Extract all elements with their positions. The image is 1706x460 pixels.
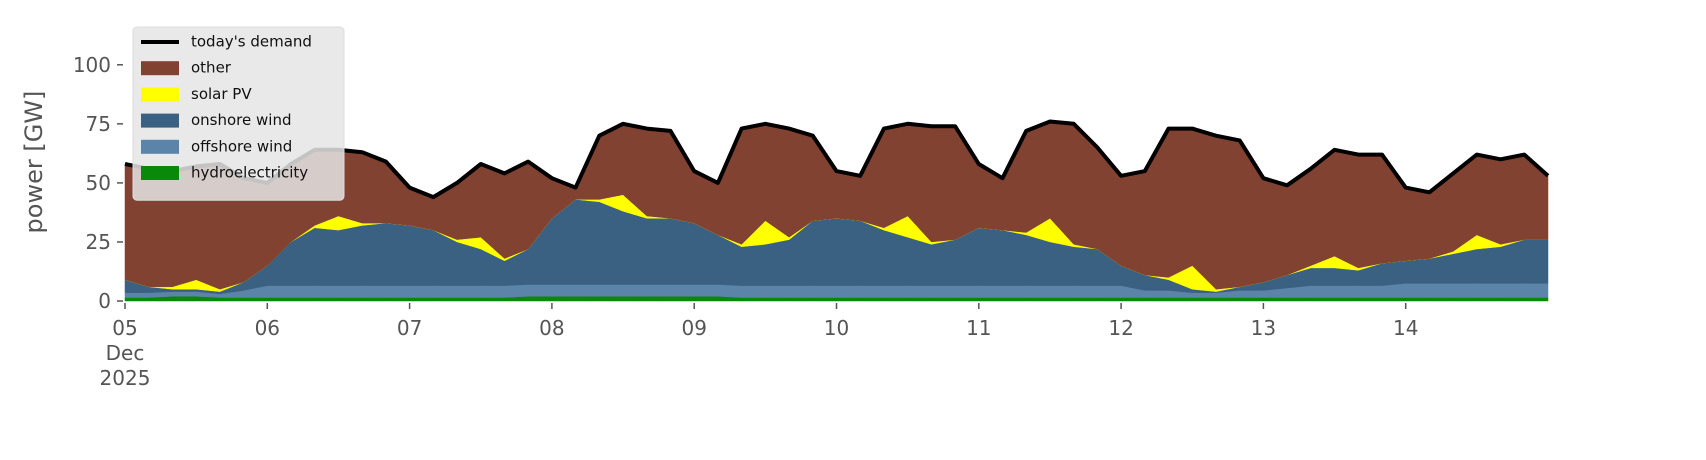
x-tick-label: 05 Dec 2025 <box>100 316 151 390</box>
legend-patch <box>141 139 179 154</box>
legend-label: hydroelectricity <box>191 164 308 182</box>
x-tick-label: 10 <box>824 316 849 340</box>
y-tick-label: 75 <box>86 112 111 136</box>
legend: today's demand other solar PV onshore wind o… <box>132 26 345 201</box>
legend-label: solar PV <box>191 85 252 103</box>
x-tick-label: 13 <box>1251 316 1276 340</box>
x-tick-label: 06 <box>255 316 280 340</box>
legend-label: offshore wind <box>191 137 292 155</box>
y-tick-label: 50 <box>86 171 111 195</box>
y-tick-label: 25 <box>86 230 111 254</box>
legend-label: today's demand <box>191 33 312 51</box>
legend-label: onshore wind <box>191 111 291 129</box>
y-tick-label: 0 <box>98 289 111 313</box>
legend-patch <box>141 166 179 180</box>
y-tick-label: 100 <box>73 53 111 77</box>
x-tick-label: 11 <box>966 316 991 340</box>
y-axis-label: power [GW] <box>20 91 48 234</box>
x-tick-label: 07 <box>397 316 422 340</box>
demand-line <box>124 119 1550 200</box>
legend-patch <box>141 87 179 102</box>
legend-patch <box>141 113 179 128</box>
x-tick-label: 14 <box>1393 316 1418 340</box>
legend-patch <box>141 61 179 76</box>
x-tick-label: 12 <box>1108 316 1133 340</box>
legend-label: other <box>191 59 232 77</box>
x-tick-label: 08 <box>539 316 564 340</box>
legend-box <box>132 26 345 201</box>
x-tick-label: 09 <box>681 316 706 340</box>
